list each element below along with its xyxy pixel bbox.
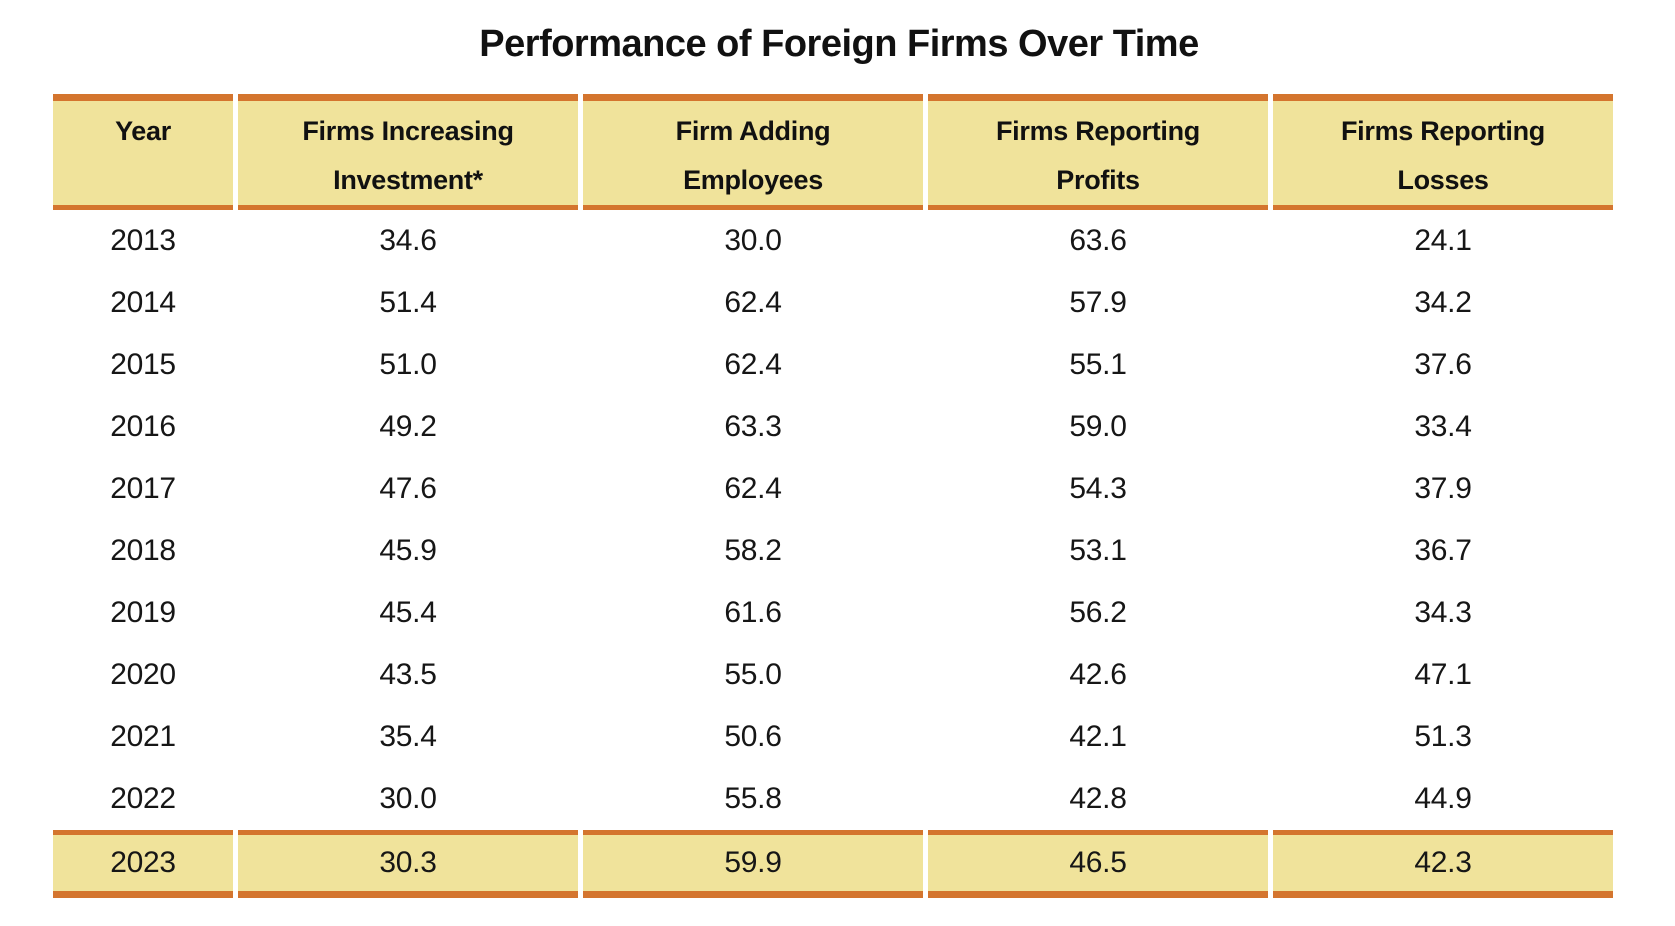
table-row: 2015 51.0 62.4 55.1 37.6 xyxy=(53,334,1613,396)
year-cell: 2021 xyxy=(110,720,176,753)
column-header-line1: Firms Increasing xyxy=(302,116,514,146)
profits-cell: 42.6 xyxy=(1069,658,1127,691)
year-cell: 2017 xyxy=(110,472,176,505)
employees-cell: 62.4 xyxy=(724,348,782,381)
investment-cell: 43.5 xyxy=(379,658,437,691)
header-row: Year Firms Increasing Investment* Firm A… xyxy=(53,94,1613,210)
table-row: 2021 35.4 50.6 42.1 51.3 xyxy=(53,706,1613,768)
column-header-line1: Firms Reporting xyxy=(1340,116,1545,146)
table-row-highlighted-2023: 2023 30.3 59.9 46.5 42.3 xyxy=(53,830,1613,898)
performance-table: Year Firms Increasing Investment* Firm A… xyxy=(48,94,1618,898)
investment-cell: 45.9 xyxy=(379,534,437,567)
year-cell: 2018 xyxy=(110,534,176,567)
table-row: 2019 45.4 61.6 56.2 34.3 xyxy=(53,582,1613,644)
profits-cell: 55.1 xyxy=(1069,348,1127,381)
investment-cell: 35.4 xyxy=(379,720,437,753)
column-header-line1: Firms Reporting xyxy=(995,116,1200,146)
year-cell: 2023 xyxy=(53,830,233,898)
table-row: 2018 45.9 58.2 53.1 36.7 xyxy=(53,520,1613,582)
profits-cell: 54.3 xyxy=(1069,472,1127,505)
table-row: 2017 47.6 62.4 54.3 37.9 xyxy=(53,458,1613,520)
employees-cell: 55.8 xyxy=(724,782,782,815)
column-header-line1: Year xyxy=(115,116,171,146)
losses-cell: 42.3 xyxy=(1273,830,1613,898)
table-row: 2014 51.4 62.4 57.9 34.2 xyxy=(53,272,1613,334)
profits-cell: 42.8 xyxy=(1069,782,1127,815)
investment-cell: 30.3 xyxy=(238,830,578,898)
column-header-line2: Losses xyxy=(1397,165,1489,195)
investment-cell: 49.2 xyxy=(379,410,437,443)
employees-cell: 50.6 xyxy=(724,720,782,753)
year-cell: 2013 xyxy=(110,224,176,257)
losses-cell: 34.3 xyxy=(1414,596,1472,629)
employees-cell: 63.3 xyxy=(724,410,782,443)
losses-cell: 36.7 xyxy=(1414,534,1472,567)
employees-cell: 59.9 xyxy=(583,830,923,898)
profits-cell: 46.5 xyxy=(928,830,1268,898)
column-header-line2: Employees xyxy=(683,165,823,195)
losses-cell: 37.9 xyxy=(1414,472,1472,505)
investment-cell: 30.0 xyxy=(379,782,437,815)
table-row: 2016 49.2 63.3 59.0 33.4 xyxy=(53,396,1613,458)
employees-cell: 61.6 xyxy=(724,596,782,629)
chart-title: Performance of Foreign Firms Over Time xyxy=(479,23,1199,65)
column-header-investment: Firms Increasing Investment* xyxy=(238,94,578,210)
column-header-profits: Firms Reporting Profits xyxy=(928,94,1268,210)
column-header-employees: Firm Adding Employees xyxy=(583,94,923,210)
employees-cell: 30.0 xyxy=(724,224,782,257)
profits-cell: 59.0 xyxy=(1069,410,1127,443)
profits-cell: 57.9 xyxy=(1069,286,1127,319)
losses-cell: 34.2 xyxy=(1414,286,1472,319)
losses-cell: 37.6 xyxy=(1414,348,1472,381)
profits-cell: 53.1 xyxy=(1069,534,1127,567)
table-row: 2020 43.5 55.0 42.6 47.1 xyxy=(53,644,1613,706)
employees-cell: 62.4 xyxy=(724,286,782,319)
profits-cell: 56.2 xyxy=(1069,596,1127,629)
employees-cell: 55.0 xyxy=(724,658,782,691)
year-cell: 2016 xyxy=(110,410,176,443)
column-header-line1: Firm Adding xyxy=(675,116,831,146)
column-header-year: Year xyxy=(53,94,233,210)
column-header-line2: Investment* xyxy=(333,165,483,195)
table-body: 2013 34.6 30.0 63.6 24.1 2014 51.4 62.4 … xyxy=(53,210,1613,898)
column-header-losses: Firms Reporting Losses xyxy=(1273,94,1613,210)
year-cell: 2014 xyxy=(110,286,176,319)
profits-cell: 42.1 xyxy=(1069,720,1127,753)
investment-cell: 47.6 xyxy=(379,472,437,505)
employees-cell: 62.4 xyxy=(724,472,782,505)
losses-cell: 44.9 xyxy=(1414,782,1472,815)
year-cell: 2019 xyxy=(110,596,176,629)
losses-cell: 51.3 xyxy=(1414,720,1472,753)
investment-cell: 45.4 xyxy=(379,596,437,629)
year-cell: 2015 xyxy=(110,348,176,381)
profits-cell: 63.6 xyxy=(1069,224,1127,257)
investment-cell: 34.6 xyxy=(379,224,437,257)
investment-cell: 51.4 xyxy=(379,286,437,319)
losses-cell: 47.1 xyxy=(1414,658,1472,691)
column-header-line2: Profits xyxy=(1056,165,1140,195)
employees-cell: 58.2 xyxy=(724,534,782,567)
investment-cell: 51.0 xyxy=(379,348,437,381)
table-header: Year Firms Increasing Investment* Firm A… xyxy=(53,94,1613,210)
losses-cell: 24.1 xyxy=(1414,224,1472,257)
table-row: 2013 34.6 30.0 63.6 24.1 xyxy=(53,210,1613,272)
table-row: 2022 30.0 55.8 42.8 44.9 xyxy=(53,768,1613,830)
losses-cell: 33.4 xyxy=(1414,410,1472,443)
year-cell: 2022 xyxy=(110,782,176,815)
year-cell: 2020 xyxy=(110,658,176,691)
